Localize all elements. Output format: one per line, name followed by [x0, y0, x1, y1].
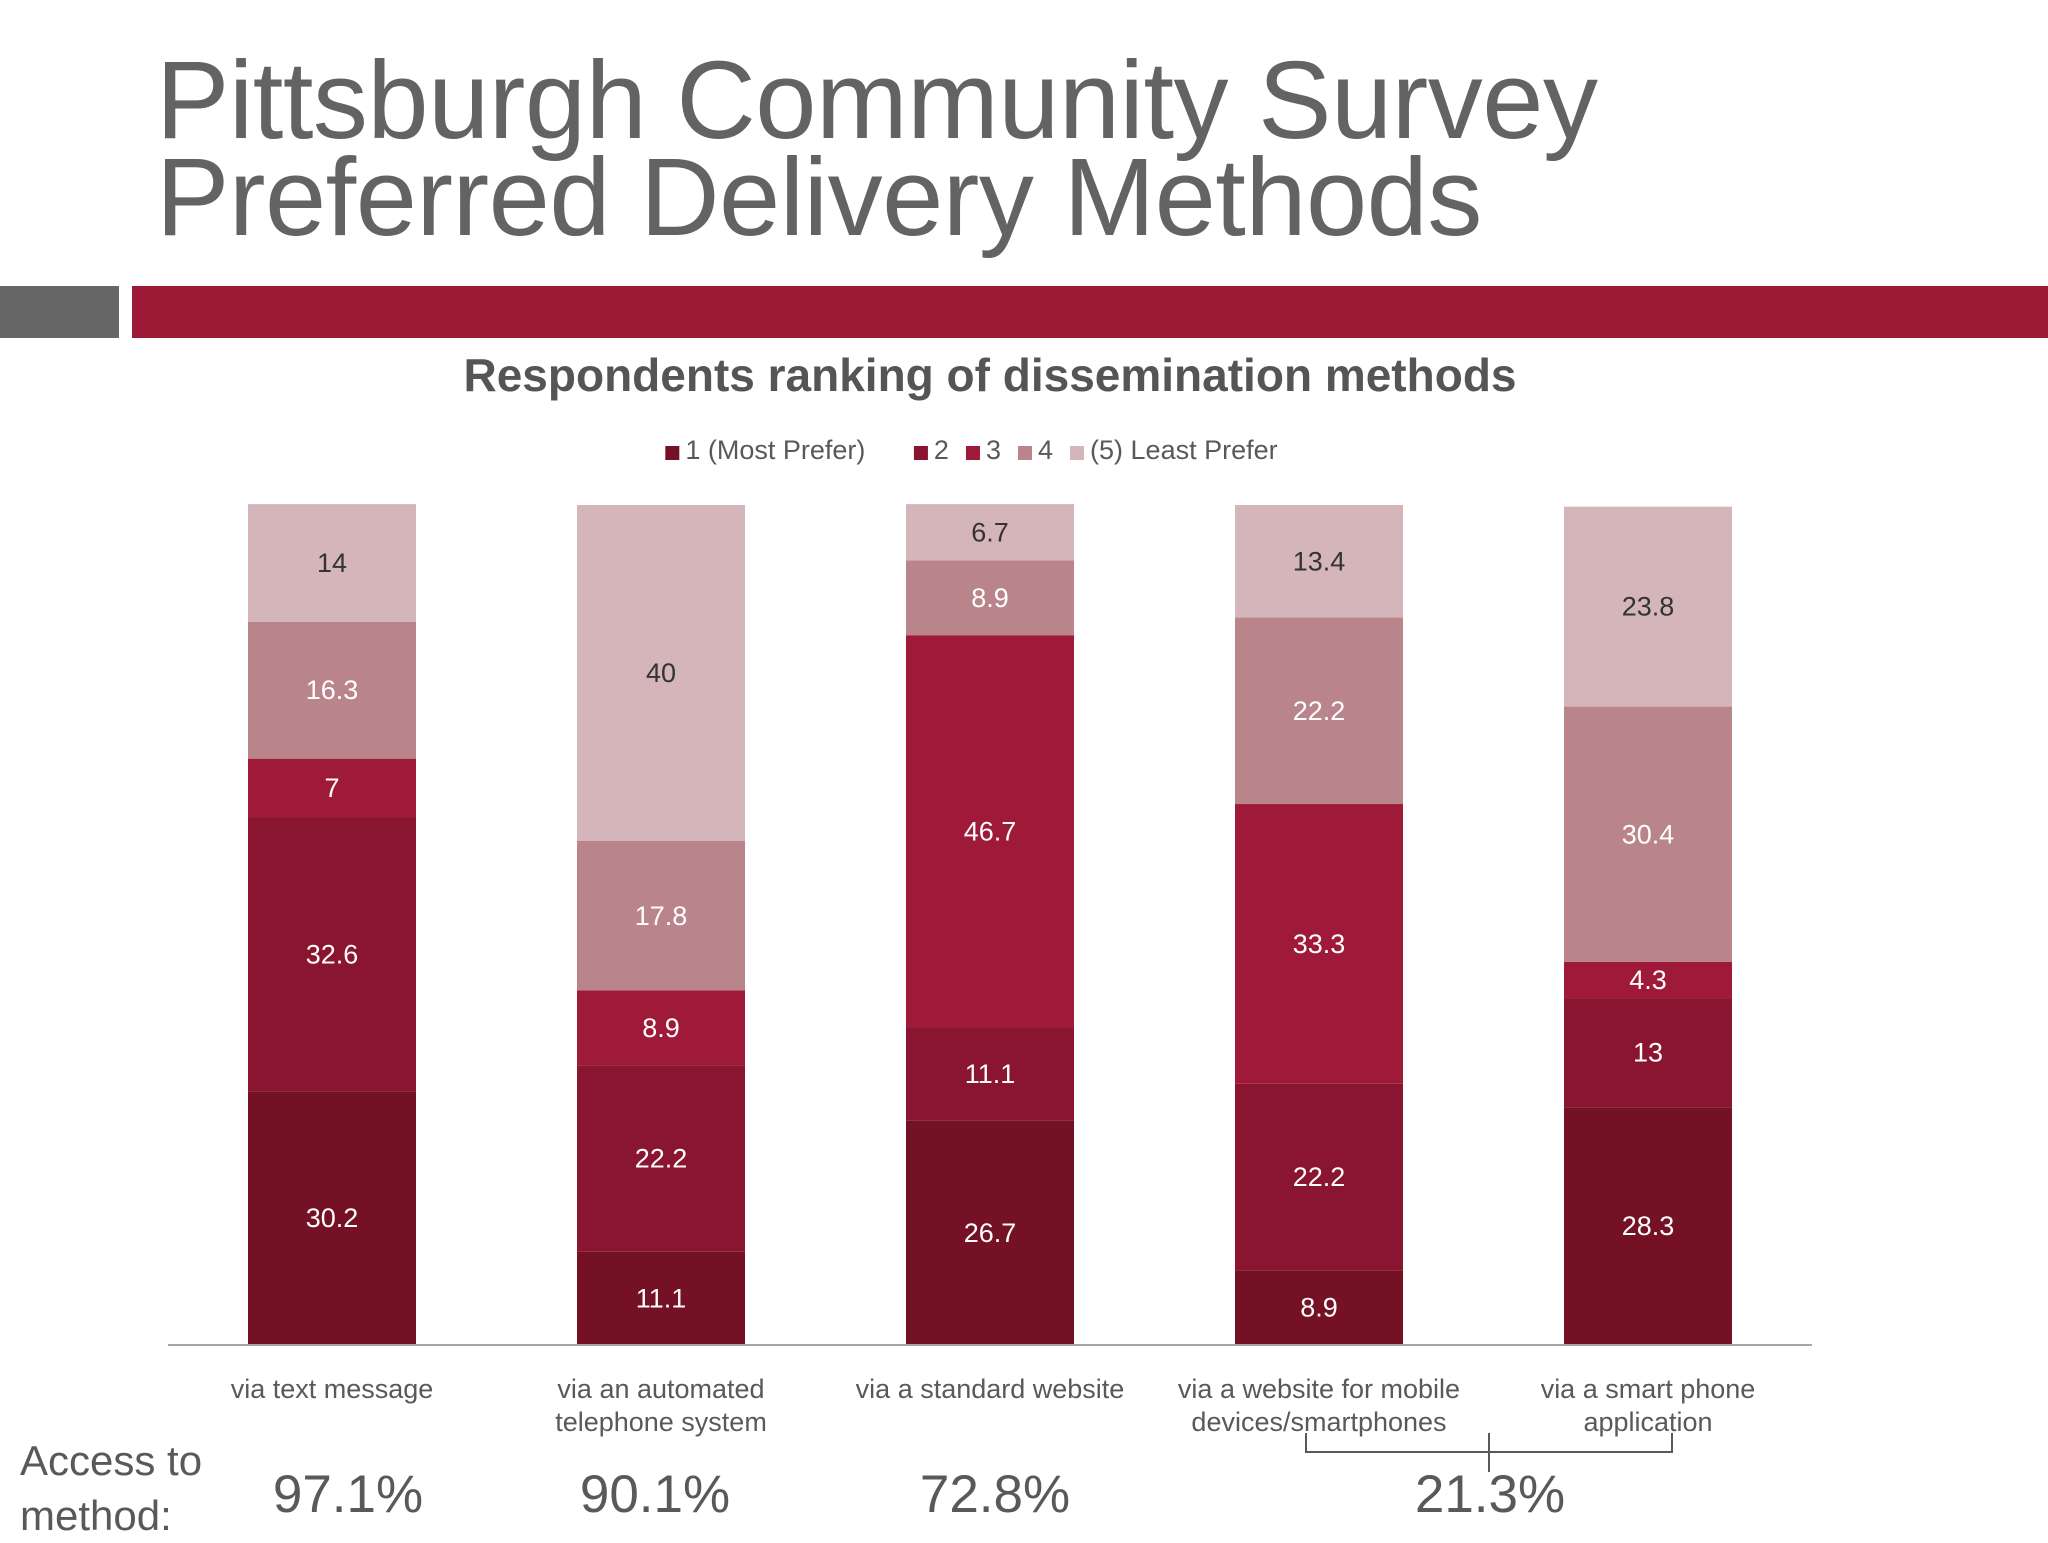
legend-label-4: 4	[1038, 435, 1053, 465]
data-label-2-1: 11.1	[636, 1283, 687, 1313]
access-caption: Access to method:	[20, 1437, 203, 1539]
data-label-2-5: 40	[646, 658, 676, 688]
data-label-3-2: 11.1	[965, 1059, 1016, 1089]
bar-segment-2-4	[577, 841, 745, 991]
category-label-3-1: via a standard website	[856, 1374, 1125, 1404]
bar-segment-5-5	[1564, 506, 1732, 707]
data-label-4-1: 8.9	[1300, 1293, 1338, 1323]
legend-label-2: 2	[934, 435, 949, 465]
data-label-2-3: 8.9	[642, 1013, 680, 1043]
category-label-4-1: via a website for mobile	[1178, 1374, 1460, 1404]
bar-segment-3-5	[906, 504, 1074, 561]
data-label-3-4: 8.9	[971, 583, 1009, 613]
bar-segment-2-2	[577, 1065, 745, 1252]
legend-label-5: (5) Least Prefer	[1090, 435, 1278, 465]
data-label-5-3: 4.3	[1629, 965, 1667, 995]
bar-segment-5-4	[1564, 706, 1732, 962]
bar-segment-3-3	[906, 635, 1074, 1028]
data-label-5-2: 13	[1633, 1038, 1663, 1068]
bar-segment-4-5	[1235, 505, 1403, 618]
category-label-4-2: devices/smartphones	[1191, 1407, 1446, 1437]
legend-swatch-1	[665, 446, 680, 460]
category-label-2-1: via an automated	[557, 1374, 764, 1404]
bar-segment-4-1	[1235, 1270, 1403, 1345]
legend-swatch-3	[965, 446, 980, 460]
category-label-5-2: application	[1583, 1407, 1712, 1437]
data-label-1-1: 30.2	[306, 1203, 359, 1233]
bar-segment-2-1	[577, 1251, 745, 1345]
data-label-3-1: 26.7	[964, 1218, 1017, 1248]
data-label-3-3: 46.7	[964, 816, 1017, 846]
bar-segment-3-4	[906, 560, 1074, 636]
chart-legend: 1 (Most Prefer) 2 3 4 (5) Least Prefer	[665, 435, 1278, 465]
legend-swatch-5	[1070, 446, 1085, 460]
bar-segment-3-2	[906, 1027, 1074, 1121]
data-label-4-2: 22.2	[1293, 1162, 1346, 1192]
mobile-methods-bracket	[1305, 1433, 1673, 1472]
data-label-1-2: 32.6	[306, 939, 359, 969]
slide-title-line1: Pittsburgh Community Survey	[156, 39, 1598, 162]
chart-bars	[248, 504, 1732, 1345]
legend-label-3: 3	[986, 435, 1001, 465]
access-value-text-message: 97.1%	[272, 1465, 424, 1524]
data-label-4-3: 33.3	[1293, 929, 1346, 959]
legend-swatch-2	[913, 446, 928, 460]
bar-segment-1-1	[248, 1091, 416, 1345]
data-label-1-5: 14	[317, 548, 347, 578]
bar-segment-5-2	[1564, 998, 1732, 1108]
data-label-3-5: 6.7	[971, 517, 1009, 547]
chart-title: Respondents ranking of dissemination met…	[463, 349, 1516, 401]
bar-segment-4-2	[1235, 1083, 1403, 1271]
bar-segment-3-1	[906, 1120, 1074, 1345]
title-accent-bar	[132, 286, 2048, 338]
data-label-5-4: 30.4	[1622, 819, 1675, 849]
bar-segment-1-5	[248, 504, 416, 622]
slide-title-line2: Preferred Delivery Methods	[156, 136, 1482, 259]
legend-swatch-4	[1018, 446, 1032, 460]
title-accent-tab	[0, 286, 119, 338]
legend-label-1: 1 (Most Prefer)	[685, 435, 865, 465]
bar-segment-5-1	[1564, 1107, 1732, 1345]
data-label-4-5: 13.4	[1293, 546, 1346, 576]
data-label-4-4: 22.2	[1293, 696, 1346, 726]
category-label-5-1: via a smart phone	[1541, 1374, 1756, 1404]
bar-segment-4-3	[1235, 804, 1403, 1084]
access-value-telephone: 90.1%	[579, 1465, 731, 1524]
bar-segment-1-3	[248, 758, 416, 818]
chart-data-labels: 30.2 32.6 7 16.3 14 11.1 22.2 8.9 17.8 40 26.7 11.1…	[306, 517, 1675, 1322]
access-value-website: 72.8%	[919, 1465, 1071, 1524]
data-label-5-1: 28.3	[1622, 1211, 1675, 1241]
data-label-2-4: 17.8	[635, 901, 688, 931]
category-label-2-2: telephone system	[555, 1407, 767, 1437]
bar-segment-1-4	[248, 621, 416, 759]
bar-segment-4-4	[1235, 617, 1403, 805]
data-label-1-3: 7	[324, 773, 339, 803]
data-label-2-2: 22.2	[635, 1144, 688, 1174]
bar-segment-2-3	[577, 990, 745, 1066]
x-axis-categories: via text message via an automatedtelephon…	[231, 1374, 1756, 1437]
slide-title: Pittsburgh Community Survey Preferred De…	[156, 39, 1598, 259]
bar-segment-1-2	[248, 817, 416, 1092]
bar-segment-5-3	[1564, 961, 1732, 999]
bar-segment-2-5	[577, 505, 745, 841]
category-label-1-1: via text message	[231, 1374, 434, 1404]
access-value-mobile: 21.3%	[1414, 1465, 1566, 1524]
data-label-1-4: 16.3	[306, 675, 359, 705]
data-label-5-5: 23.8	[1622, 592, 1675, 622]
